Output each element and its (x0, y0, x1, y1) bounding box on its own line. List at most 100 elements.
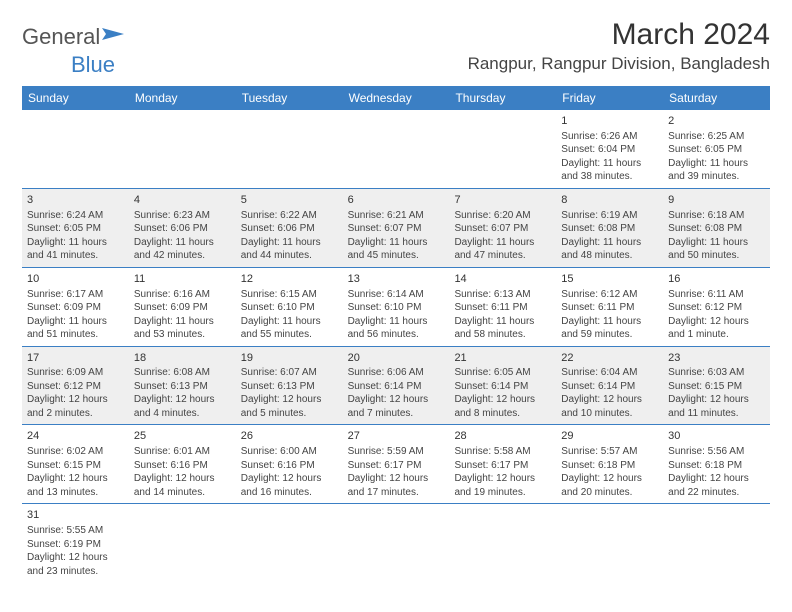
sunset-text: Sunset: 6:10 PM (348, 301, 445, 315)
sunset-text: Sunset: 6:16 PM (134, 459, 231, 473)
calendar: SundayMondayTuesdayWednesdayThursdayFrid… (22, 86, 770, 582)
daylight-text: Daylight: 11 hours and 55 minutes. (241, 315, 338, 342)
day-cell (449, 110, 556, 188)
day-number: 7 (454, 193, 551, 208)
sunset-text: Sunset: 6:08 PM (561, 222, 658, 236)
flag-icon (102, 24, 124, 50)
day-cell: 16Sunrise: 6:11 AMSunset: 6:12 PMDayligh… (663, 268, 770, 346)
day-cell: 18Sunrise: 6:08 AMSunset: 6:13 PMDayligh… (129, 347, 236, 425)
day-cell: 4Sunrise: 6:23 AMSunset: 6:06 PMDaylight… (129, 189, 236, 267)
sunset-text: Sunset: 6:14 PM (561, 380, 658, 394)
day-cell: 5Sunrise: 6:22 AMSunset: 6:06 PMDaylight… (236, 189, 343, 267)
weekday-header: Wednesday (343, 86, 450, 110)
sunset-text: Sunset: 6:13 PM (241, 380, 338, 394)
day-number: 14 (454, 272, 551, 287)
daylight-text: Daylight: 12 hours and 8 minutes. (454, 393, 551, 420)
day-number: 21 (454, 351, 551, 366)
sunrise-text: Sunrise: 6:08 AM (134, 366, 231, 380)
sunrise-text: Sunrise: 5:55 AM (27, 524, 124, 538)
title-block: March 2024 Rangpur, Rangpur Division, Ba… (468, 18, 770, 74)
day-number: 25 (134, 429, 231, 444)
sunset-text: Sunset: 6:05 PM (27, 222, 124, 236)
day-cell: 31Sunrise: 5:55 AMSunset: 6:19 PMDayligh… (22, 504, 129, 582)
sunset-text: Sunset: 6:19 PM (27, 538, 124, 552)
day-number: 1 (561, 114, 658, 129)
day-cell (22, 110, 129, 188)
sunrise-text: Sunrise: 6:04 AM (561, 366, 658, 380)
sunrise-text: Sunrise: 6:16 AM (134, 288, 231, 302)
day-cell: 22Sunrise: 6:04 AMSunset: 6:14 PMDayligh… (556, 347, 663, 425)
sunset-text: Sunset: 6:17 PM (454, 459, 551, 473)
sunrise-text: Sunrise: 5:58 AM (454, 445, 551, 459)
day-cell: 24Sunrise: 6:02 AMSunset: 6:15 PMDayligh… (22, 425, 129, 503)
sunrise-text: Sunrise: 6:13 AM (454, 288, 551, 302)
day-number: 24 (27, 429, 124, 444)
sunrise-text: Sunrise: 6:14 AM (348, 288, 445, 302)
sunset-text: Sunset: 6:18 PM (668, 459, 765, 473)
daylight-text: Daylight: 12 hours and 13 minutes. (27, 472, 124, 499)
sunrise-text: Sunrise: 6:23 AM (134, 209, 231, 223)
day-cell: 1Sunrise: 6:26 AMSunset: 6:04 PMDaylight… (556, 110, 663, 188)
daylight-text: Daylight: 12 hours and 23 minutes. (27, 551, 124, 578)
sunrise-text: Sunrise: 6:26 AM (561, 130, 658, 144)
sunrise-text: Sunrise: 6:18 AM (668, 209, 765, 223)
daylight-text: Daylight: 11 hours and 45 minutes. (348, 236, 445, 263)
day-number: 6 (348, 193, 445, 208)
sunset-text: Sunset: 6:10 PM (241, 301, 338, 315)
daylight-text: Daylight: 11 hours and 56 minutes. (348, 315, 445, 342)
day-cell: 13Sunrise: 6:14 AMSunset: 6:10 PMDayligh… (343, 268, 450, 346)
day-number: 16 (668, 272, 765, 287)
day-number: 10 (27, 272, 124, 287)
day-number: 28 (454, 429, 551, 444)
sunrise-text: Sunrise: 6:06 AM (348, 366, 445, 380)
sunset-text: Sunset: 6:17 PM (348, 459, 445, 473)
daylight-text: Daylight: 11 hours and 41 minutes. (27, 236, 124, 263)
sunrise-text: Sunrise: 6:07 AM (241, 366, 338, 380)
sunset-text: Sunset: 6:05 PM (668, 143, 765, 157)
day-cell: 10Sunrise: 6:17 AMSunset: 6:09 PMDayligh… (22, 268, 129, 346)
sunset-text: Sunset: 6:12 PM (27, 380, 124, 394)
daylight-text: Daylight: 12 hours and 11 minutes. (668, 393, 765, 420)
sunrise-text: Sunrise: 6:03 AM (668, 366, 765, 380)
day-cell: 17Sunrise: 6:09 AMSunset: 6:12 PMDayligh… (22, 347, 129, 425)
daylight-text: Daylight: 12 hours and 17 minutes. (348, 472, 445, 499)
sunset-text: Sunset: 6:06 PM (241, 222, 338, 236)
daylight-text: Daylight: 12 hours and 16 minutes. (241, 472, 338, 499)
sunrise-text: Sunrise: 6:15 AM (241, 288, 338, 302)
month-title: March 2024 (468, 18, 770, 52)
sunset-text: Sunset: 6:14 PM (454, 380, 551, 394)
day-number: 30 (668, 429, 765, 444)
day-number: 5 (241, 193, 338, 208)
sunset-text: Sunset: 6:15 PM (668, 380, 765, 394)
sunrise-text: Sunrise: 6:25 AM (668, 130, 765, 144)
day-number: 2 (668, 114, 765, 129)
sunrise-text: Sunrise: 6:17 AM (27, 288, 124, 302)
day-cell (556, 504, 663, 582)
day-number: 18 (134, 351, 231, 366)
day-number: 12 (241, 272, 338, 287)
sunset-text: Sunset: 6:16 PM (241, 459, 338, 473)
daylight-text: Daylight: 11 hours and 38 minutes. (561, 157, 658, 184)
day-number: 27 (348, 429, 445, 444)
daylight-text: Daylight: 12 hours and 10 minutes. (561, 393, 658, 420)
weekday-header: Sunday (22, 86, 129, 110)
day-cell: 12Sunrise: 6:15 AMSunset: 6:10 PMDayligh… (236, 268, 343, 346)
sunrise-text: Sunrise: 5:57 AM (561, 445, 658, 459)
day-cell: 15Sunrise: 6:12 AMSunset: 6:11 PMDayligh… (556, 268, 663, 346)
sunrise-text: Sunrise: 5:59 AM (348, 445, 445, 459)
day-cell: 28Sunrise: 5:58 AMSunset: 6:17 PMDayligh… (449, 425, 556, 503)
day-cell (343, 110, 450, 188)
daylight-text: Daylight: 11 hours and 44 minutes. (241, 236, 338, 263)
weekday-header: Saturday (663, 86, 770, 110)
day-cell: 6Sunrise: 6:21 AMSunset: 6:07 PMDaylight… (343, 189, 450, 267)
day-number: 4 (134, 193, 231, 208)
day-cell: 9Sunrise: 6:18 AMSunset: 6:08 PMDaylight… (663, 189, 770, 267)
day-cell: 26Sunrise: 6:00 AMSunset: 6:16 PMDayligh… (236, 425, 343, 503)
day-cell (236, 504, 343, 582)
day-number: 31 (27, 508, 124, 523)
sunset-text: Sunset: 6:07 PM (454, 222, 551, 236)
daylight-text: Daylight: 11 hours and 59 minutes. (561, 315, 658, 342)
day-cell: 25Sunrise: 6:01 AMSunset: 6:16 PMDayligh… (129, 425, 236, 503)
daylight-text: Daylight: 11 hours and 50 minutes. (668, 236, 765, 263)
sunrise-text: Sunrise: 6:24 AM (27, 209, 124, 223)
